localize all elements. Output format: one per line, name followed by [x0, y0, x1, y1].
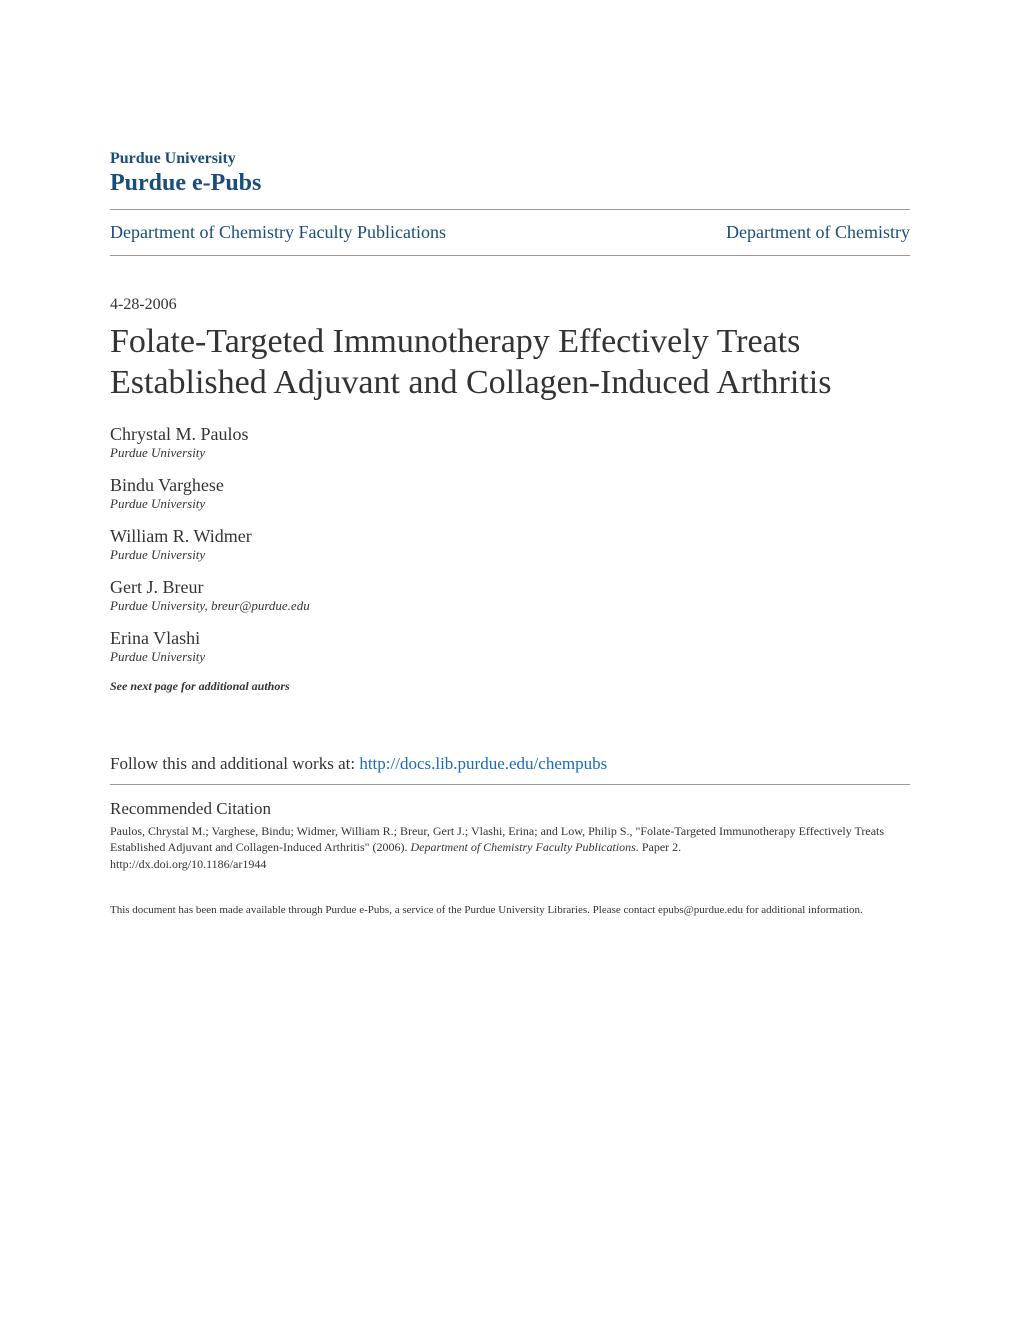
divider-nav [110, 255, 910, 256]
follow-prefix: Follow this and additional works at: [110, 754, 359, 773]
header-section: Purdue University Purdue e-Pubs [110, 150, 910, 197]
author-name: Erina Vlashi [110, 628, 910, 649]
repository-name[interactable]: Purdue e-Pubs [110, 170, 910, 197]
citation-text: Paulos, Chrystal M.; Varghese, Bindu; Wi… [110, 823, 910, 873]
author-block-3: William R. Widmer Purdue University [110, 526, 910, 563]
nav-right-link[interactable]: Department of Chemistry [726, 222, 910, 243]
author-name: Gert J. Breur [110, 577, 910, 598]
author-affiliation: Purdue University [110, 649, 910, 665]
author-name: Bindu Varghese [110, 475, 910, 496]
see-next-page: See next page for additional authors [110, 679, 910, 694]
citation-doi: http://dx.doi.org/10.1186/ar1944 [110, 857, 266, 871]
author-affiliation: Purdue University, breur@purdue.edu [110, 598, 910, 614]
citation-heading: Recommended Citation [110, 799, 910, 819]
author-name: William R. Widmer [110, 526, 910, 547]
citation-journal: Department of Chemistry Faculty Publicat… [411, 840, 639, 854]
nav-row: Department of Chemistry Faculty Publicat… [110, 210, 910, 255]
disclaimer-text: This document has been made available th… [110, 903, 910, 918]
nav-left-link[interactable]: Department of Chemistry Faculty Publicat… [110, 222, 446, 243]
university-name: Purdue University [110, 150, 910, 168]
author-block-2: Bindu Varghese Purdue University [110, 475, 910, 512]
publication-date: 4-28-2006 [110, 296, 910, 314]
article-title: Folate-Targeted Immunotherapy Effectivel… [110, 322, 910, 404]
follow-link[interactable]: http://docs.lib.purdue.edu/chempubs [359, 754, 607, 773]
author-name: Chrystal M. Paulos [110, 424, 910, 445]
citation-paper: Paper 2. [639, 840, 681, 854]
author-affiliation: Purdue University [110, 496, 910, 512]
author-block-1: Chrystal M. Paulos Purdue University [110, 424, 910, 461]
author-affiliation: Purdue University [110, 547, 910, 563]
divider-citation [110, 784, 910, 785]
follow-text: Follow this and additional works at: htt… [110, 754, 910, 774]
author-block-4: Gert J. Breur Purdue University, breur@p… [110, 577, 910, 614]
citation-section: Recommended Citation Paulos, Chrystal M.… [110, 799, 910, 873]
author-block-5: Erina Vlashi Purdue University [110, 628, 910, 665]
author-affiliation: Purdue University [110, 445, 910, 461]
